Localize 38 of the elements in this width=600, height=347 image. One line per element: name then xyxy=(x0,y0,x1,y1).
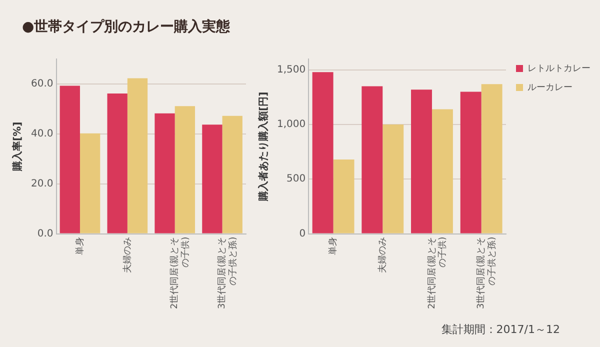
y-axis-title: 購入者あたり購入額[円] xyxy=(258,92,270,202)
y-tick-label: 40.0 xyxy=(31,128,54,140)
bar xyxy=(60,86,80,234)
bar xyxy=(382,124,404,234)
bar xyxy=(127,78,148,234)
bar xyxy=(222,116,242,234)
x-tick-label: 3世代同居(親とその子供と孫) xyxy=(216,236,238,310)
bar xyxy=(202,124,222,234)
y-tick-label: 1,000 xyxy=(276,119,306,130)
x-tick-label: 夫婦のみ xyxy=(122,236,133,273)
x-tick-label: 2世代同居(親とその子供) xyxy=(426,236,448,310)
y-axis-title: 購入率[%] xyxy=(12,122,24,172)
y-tick-label: 0 xyxy=(299,228,306,240)
legend-label: レトルトカレー xyxy=(528,64,590,74)
bar xyxy=(460,92,482,234)
bar xyxy=(362,86,383,234)
bar xyxy=(333,159,354,234)
y-tick-label: 1,500 xyxy=(276,64,306,76)
legend-label: ルーカレー xyxy=(528,82,572,93)
x-tick-label: 2世代同居(親とその子供) xyxy=(169,236,191,310)
bar xyxy=(80,133,100,234)
y-tick-label: 0.0 xyxy=(37,228,54,240)
x-tick-label: 3世代同居(親とその子供と孫) xyxy=(476,236,498,310)
bar xyxy=(432,109,453,234)
x-tick-label: 単身 xyxy=(328,236,339,255)
chart-title: ●世帯タイプ別のカレー購入実態 xyxy=(22,18,230,36)
bar xyxy=(107,93,128,234)
y-tick-label: 500 xyxy=(286,174,306,185)
bar xyxy=(312,72,334,234)
x-tick-label: 単身 xyxy=(74,236,86,255)
bar xyxy=(481,84,502,234)
bar xyxy=(154,113,175,234)
y-tick-label: 60.0 xyxy=(31,78,54,90)
bar xyxy=(411,90,432,234)
y-tick-label: 20.0 xyxy=(31,178,54,190)
bar xyxy=(174,106,196,234)
x-tick-label: 夫婦のみ xyxy=(376,236,388,273)
text: 集計期間：2017/1～12 xyxy=(441,322,560,337)
